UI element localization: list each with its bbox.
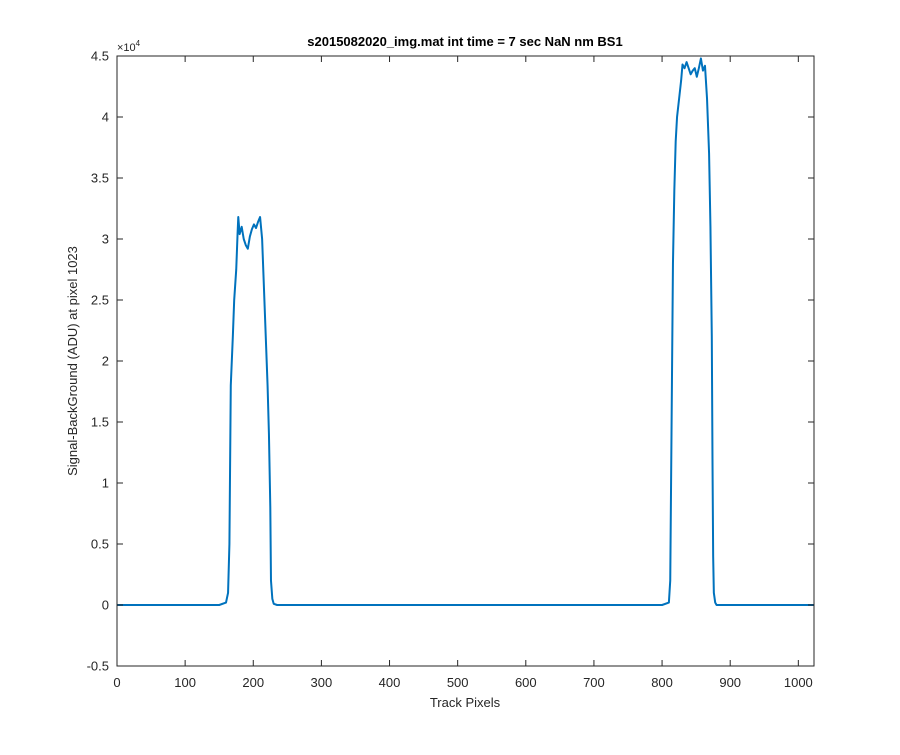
- x-tick-label: 600: [515, 675, 537, 690]
- chart-title: s2015082020_img.mat int time = 7 sec NaN…: [307, 34, 622, 49]
- y-tick-label: 2: [102, 354, 109, 369]
- tick-layer: 0 100 200 300 400 500 600 700 800 900 1000 -0.5 0 0.5…: [87, 49, 814, 690]
- x-tick-label: 500: [447, 675, 469, 690]
- series-layer: [117, 57, 814, 606]
- plot-background: [117, 56, 814, 666]
- x-tick-label: 0: [113, 675, 120, 690]
- series-line: [117, 57, 814, 606]
- y-tick-label: 0.5: [91, 537, 109, 552]
- y-tick-label: 3: [102, 232, 109, 247]
- x-tick-label: 900: [719, 675, 741, 690]
- y-axis-label: Signal-BackGround (ADU) at pixel 1023: [65, 246, 80, 476]
- y-tick-label: 1: [102, 476, 109, 491]
- y-tick-label: 4: [102, 110, 109, 125]
- x-tick-label: 400: [379, 675, 401, 690]
- y-tick-label: 1.5: [91, 415, 109, 430]
- x-tick-label: 800: [651, 675, 673, 690]
- x-tick-label: 100: [174, 675, 196, 690]
- y-tick-label: 0: [102, 598, 109, 613]
- y-tick-label: -0.5: [87, 659, 109, 674]
- x-tick-label: 300: [311, 675, 333, 690]
- x-tick-label: 700: [583, 675, 605, 690]
- x-tick-label: 1000: [784, 675, 813, 690]
- y-tick-label: 2.5: [91, 293, 109, 308]
- y-exponent-base: ×10: [117, 42, 136, 54]
- y-tick-label: 4.5: [91, 49, 109, 64]
- y-exponent-label: ×104: [117, 39, 141, 54]
- x-tick-label: 200: [242, 675, 264, 690]
- x-axis-label: Track Pixels: [430, 695, 501, 710]
- plot-box: [116, 55, 815, 667]
- y-exponent-power: 4: [136, 39, 141, 48]
- y-tick-label: 3.5: [91, 171, 109, 186]
